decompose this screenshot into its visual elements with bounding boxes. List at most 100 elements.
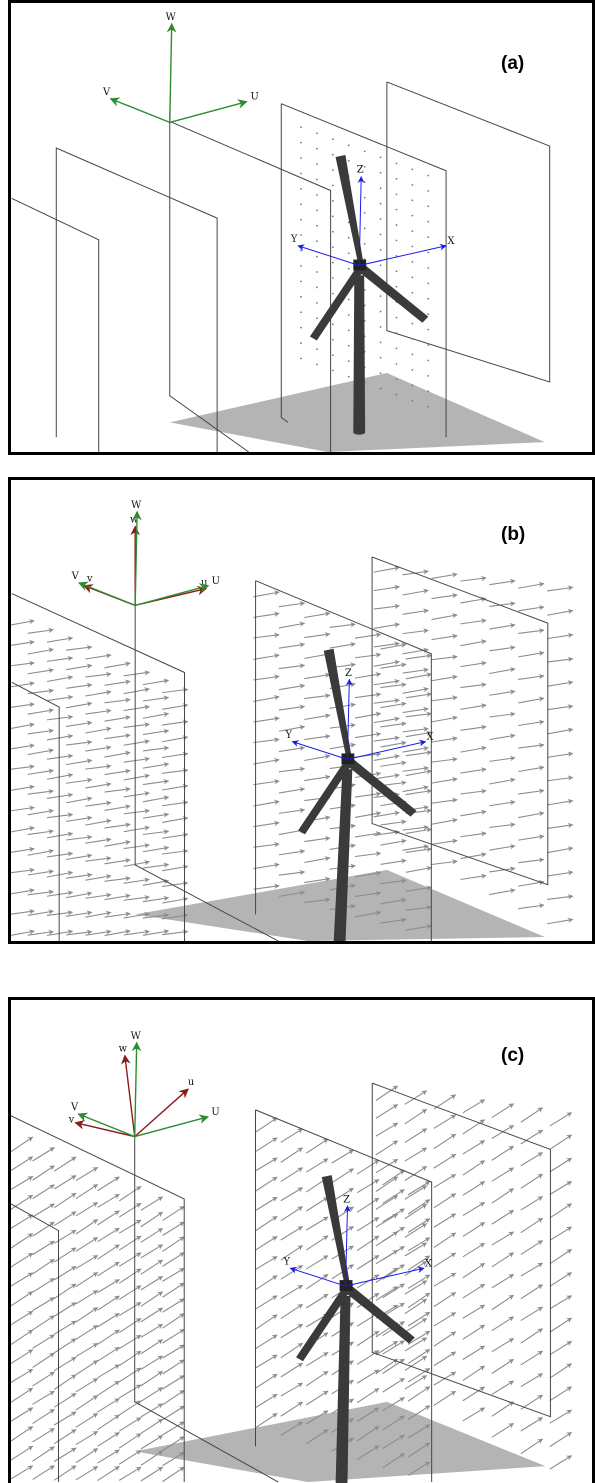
flow-arrow xyxy=(404,1260,428,1276)
flow-arrow xyxy=(255,1275,278,1291)
flow-arrow xyxy=(162,1328,185,1344)
flow-point xyxy=(347,360,350,363)
flow-arrow xyxy=(11,1445,34,1461)
flow-arrow xyxy=(66,682,93,689)
flow-arrow xyxy=(404,1280,428,1295)
flow-arrow xyxy=(104,822,131,829)
flow-arrow xyxy=(373,829,400,836)
flow-point xyxy=(411,338,414,340)
flow-arrow xyxy=(382,1283,405,1299)
flow-point xyxy=(395,177,398,180)
flow-arrow xyxy=(547,585,574,592)
flow-arrow xyxy=(356,1217,380,1232)
flow-arrow xyxy=(142,762,170,769)
flow-arrow xyxy=(11,867,35,874)
flow-arrow xyxy=(491,1231,515,1246)
turbine-axis-x xyxy=(345,1266,425,1287)
flow-point xyxy=(347,329,350,332)
flow-arrow xyxy=(373,641,400,648)
flow-point xyxy=(395,255,398,257)
flow-arrow xyxy=(382,1189,405,1204)
flow-point xyxy=(363,165,366,168)
flow-arrow xyxy=(253,862,280,870)
flow-arrow xyxy=(380,897,407,905)
flow-arrow xyxy=(354,652,382,659)
flow-arrow xyxy=(407,1330,431,1345)
flow-arrow xyxy=(11,1368,34,1383)
flow-arrow xyxy=(407,1424,431,1439)
flow-arrow xyxy=(549,1203,573,1219)
flow-arrow xyxy=(373,773,400,780)
flow-arrow xyxy=(433,1153,457,1169)
flow-arrow xyxy=(162,1313,185,1329)
flow-arrow xyxy=(53,1175,77,1190)
flow-arrow xyxy=(407,1199,431,1215)
flow-arrow xyxy=(431,674,458,682)
flow-arrow xyxy=(380,838,407,846)
flow-arrow xyxy=(75,1413,99,1428)
flow-point xyxy=(347,314,350,316)
flow-arrow xyxy=(27,647,54,655)
flow-arrow xyxy=(402,647,429,655)
flow-arrow xyxy=(402,726,429,733)
turbine-axis-z xyxy=(345,678,353,760)
panel-label-c: (c) xyxy=(501,1045,525,1066)
flow-arrow xyxy=(520,1438,544,1455)
flow-point xyxy=(411,384,414,387)
flow-arrow xyxy=(140,1387,164,1402)
flow-arrow xyxy=(280,1206,304,1222)
flow-arrow xyxy=(123,825,150,833)
flow-arrow xyxy=(253,799,280,807)
flow-arrow xyxy=(32,1240,55,1256)
flow-point xyxy=(331,153,334,156)
flow-arrow xyxy=(547,608,574,616)
flow-arrow xyxy=(11,888,35,895)
flow-arrow xyxy=(402,706,429,714)
flow-arrow xyxy=(253,779,280,786)
flow-arrow xyxy=(547,727,574,735)
panel-label-a: (a) xyxy=(501,53,525,74)
flow-arrow xyxy=(280,1362,304,1378)
flow-arrow xyxy=(354,831,382,838)
flow-arrow xyxy=(402,667,429,674)
flow-arrow xyxy=(518,834,545,841)
flow-point xyxy=(427,236,430,239)
flow-arrow xyxy=(11,784,35,791)
flow-arrow xyxy=(380,858,407,865)
flow-arrow xyxy=(489,843,516,851)
flow-arrow xyxy=(402,844,429,851)
flow-arrow xyxy=(32,1334,55,1349)
flow-arrow xyxy=(431,572,458,579)
flow-arrow xyxy=(11,929,35,936)
flow-arrow xyxy=(27,667,54,675)
flow-arrow xyxy=(253,590,280,598)
flow-plane xyxy=(386,81,551,383)
turbine-axis-y-label: Y xyxy=(282,1257,290,1268)
flow-arrow xyxy=(375,1340,399,1356)
flow-arrow xyxy=(460,767,487,774)
flow-point xyxy=(379,187,382,190)
flow-arrow xyxy=(547,680,574,687)
flow-arrow xyxy=(356,1425,380,1442)
flow-arrow xyxy=(142,795,170,803)
flow-arrow xyxy=(255,1215,278,1232)
flow-arrow xyxy=(66,910,93,917)
flow-arrow xyxy=(280,1167,304,1183)
flow-arrow xyxy=(549,1295,573,1310)
flow-plane xyxy=(169,111,249,452)
flow-arrow xyxy=(331,1149,354,1164)
flow-arrow xyxy=(53,1429,77,1445)
flow-arrow xyxy=(104,750,131,758)
flow-arrow xyxy=(518,604,545,612)
flow-arrow xyxy=(85,855,112,862)
flow-arrow xyxy=(118,1466,142,1481)
flow-arrow xyxy=(27,848,54,856)
flow-arrow xyxy=(547,704,574,711)
flow-arrow xyxy=(375,1231,399,1247)
flow-arrow xyxy=(104,893,131,901)
flow-arrow xyxy=(489,689,516,696)
flow-arrow xyxy=(255,1314,278,1330)
flow-arrow xyxy=(123,877,150,884)
flow-arrow xyxy=(118,1384,142,1399)
global-axis-u xyxy=(169,99,248,124)
